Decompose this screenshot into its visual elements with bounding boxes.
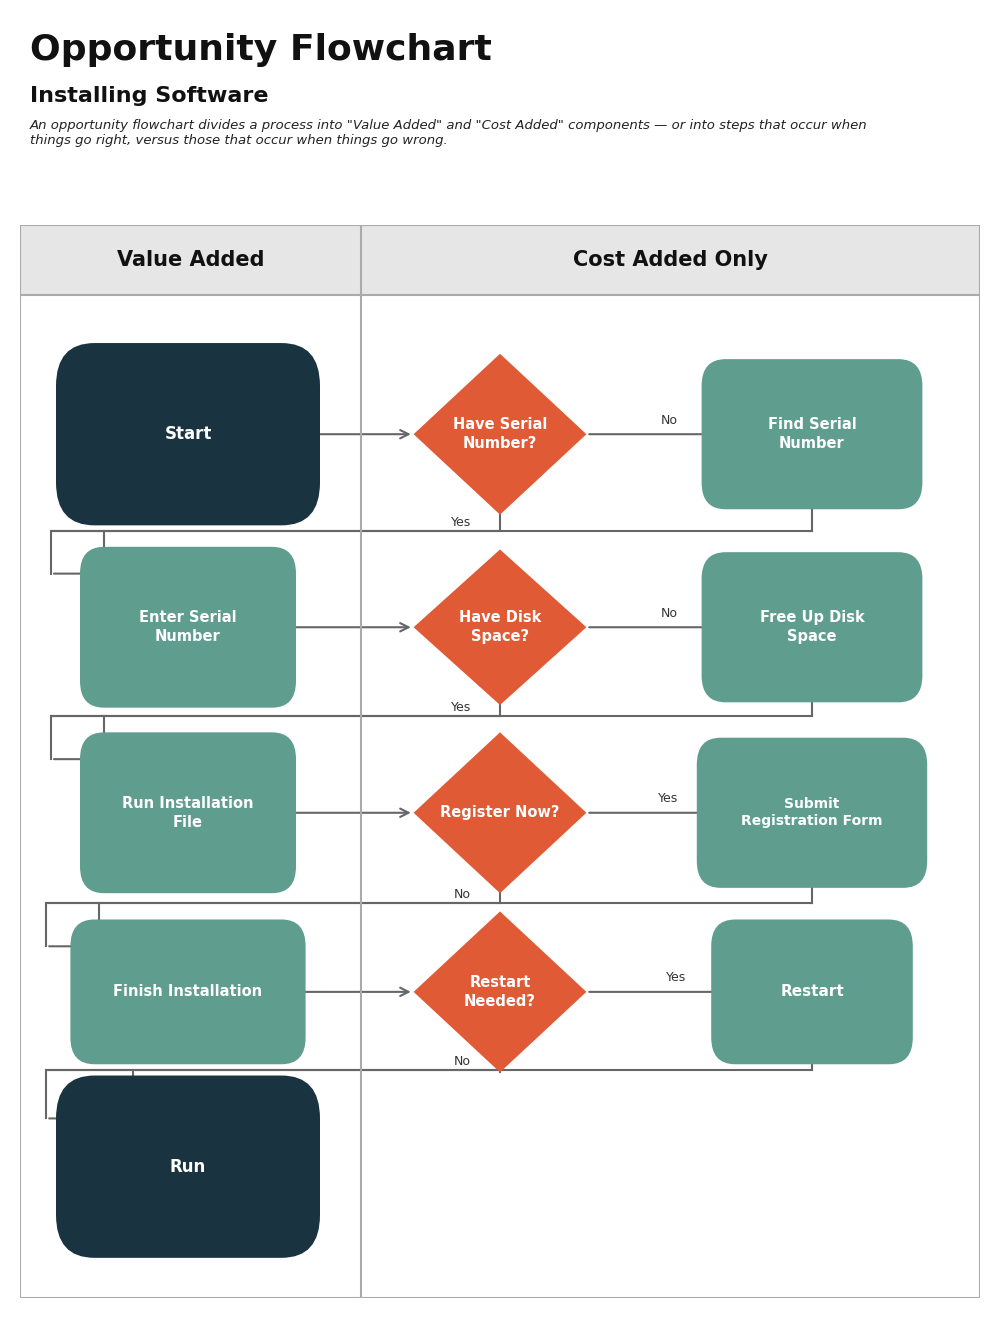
Text: No: No — [661, 414, 678, 426]
FancyBboxPatch shape — [56, 343, 320, 526]
FancyBboxPatch shape — [702, 552, 922, 702]
Text: Finish Installation: Finish Installation — [113, 984, 263, 1000]
FancyBboxPatch shape — [702, 359, 922, 510]
FancyBboxPatch shape — [56, 1075, 320, 1258]
Text: Submit
Registration Form: Submit Registration Form — [741, 797, 883, 829]
Text: Value Added: Value Added — [117, 250, 264, 270]
Text: No: No — [454, 888, 471, 902]
Text: Restart
Needed?: Restart Needed? — [464, 974, 536, 1009]
Text: Run: Run — [170, 1157, 206, 1176]
Text: Restart: Restart — [780, 984, 844, 1000]
Text: Yes: Yes — [666, 972, 686, 985]
Text: No: No — [661, 606, 678, 620]
Text: Cost Added Only: Cost Added Only — [573, 250, 768, 270]
FancyBboxPatch shape — [80, 732, 296, 894]
Text: Free Up Disk
Space: Free Up Disk Space — [760, 610, 864, 643]
FancyBboxPatch shape — [711, 919, 913, 1064]
FancyBboxPatch shape — [361, 225, 980, 295]
Text: Run Installation
File: Run Installation File — [122, 796, 254, 830]
Polygon shape — [414, 732, 586, 894]
Polygon shape — [414, 911, 586, 1072]
Text: Have Serial
Number?: Have Serial Number? — [453, 417, 547, 451]
Text: An opportunity flowchart divides a process into "Value Added" and "Cost Added" c: An opportunity flowchart divides a proce… — [30, 119, 868, 147]
Text: Installing Software: Installing Software — [30, 86, 268, 106]
Text: Find Serial
Number: Find Serial Number — [768, 417, 856, 451]
Text: Have Disk
Space?: Have Disk Space? — [459, 610, 541, 643]
Text: Yes: Yes — [658, 792, 679, 805]
Polygon shape — [414, 549, 586, 704]
FancyBboxPatch shape — [80, 547, 296, 707]
Text: Start: Start — [164, 425, 212, 444]
FancyBboxPatch shape — [70, 919, 306, 1064]
Text: No: No — [454, 1055, 471, 1068]
FancyBboxPatch shape — [697, 737, 927, 888]
Text: Yes: Yes — [451, 702, 471, 714]
Text: Opportunity Flowchart: Opportunity Flowchart — [30, 33, 492, 68]
Text: Yes: Yes — [451, 515, 471, 528]
Text: Register Now?: Register Now? — [440, 805, 560, 821]
Text: Enter Serial
Number: Enter Serial Number — [139, 610, 237, 643]
Polygon shape — [414, 354, 586, 515]
FancyBboxPatch shape — [20, 225, 361, 295]
